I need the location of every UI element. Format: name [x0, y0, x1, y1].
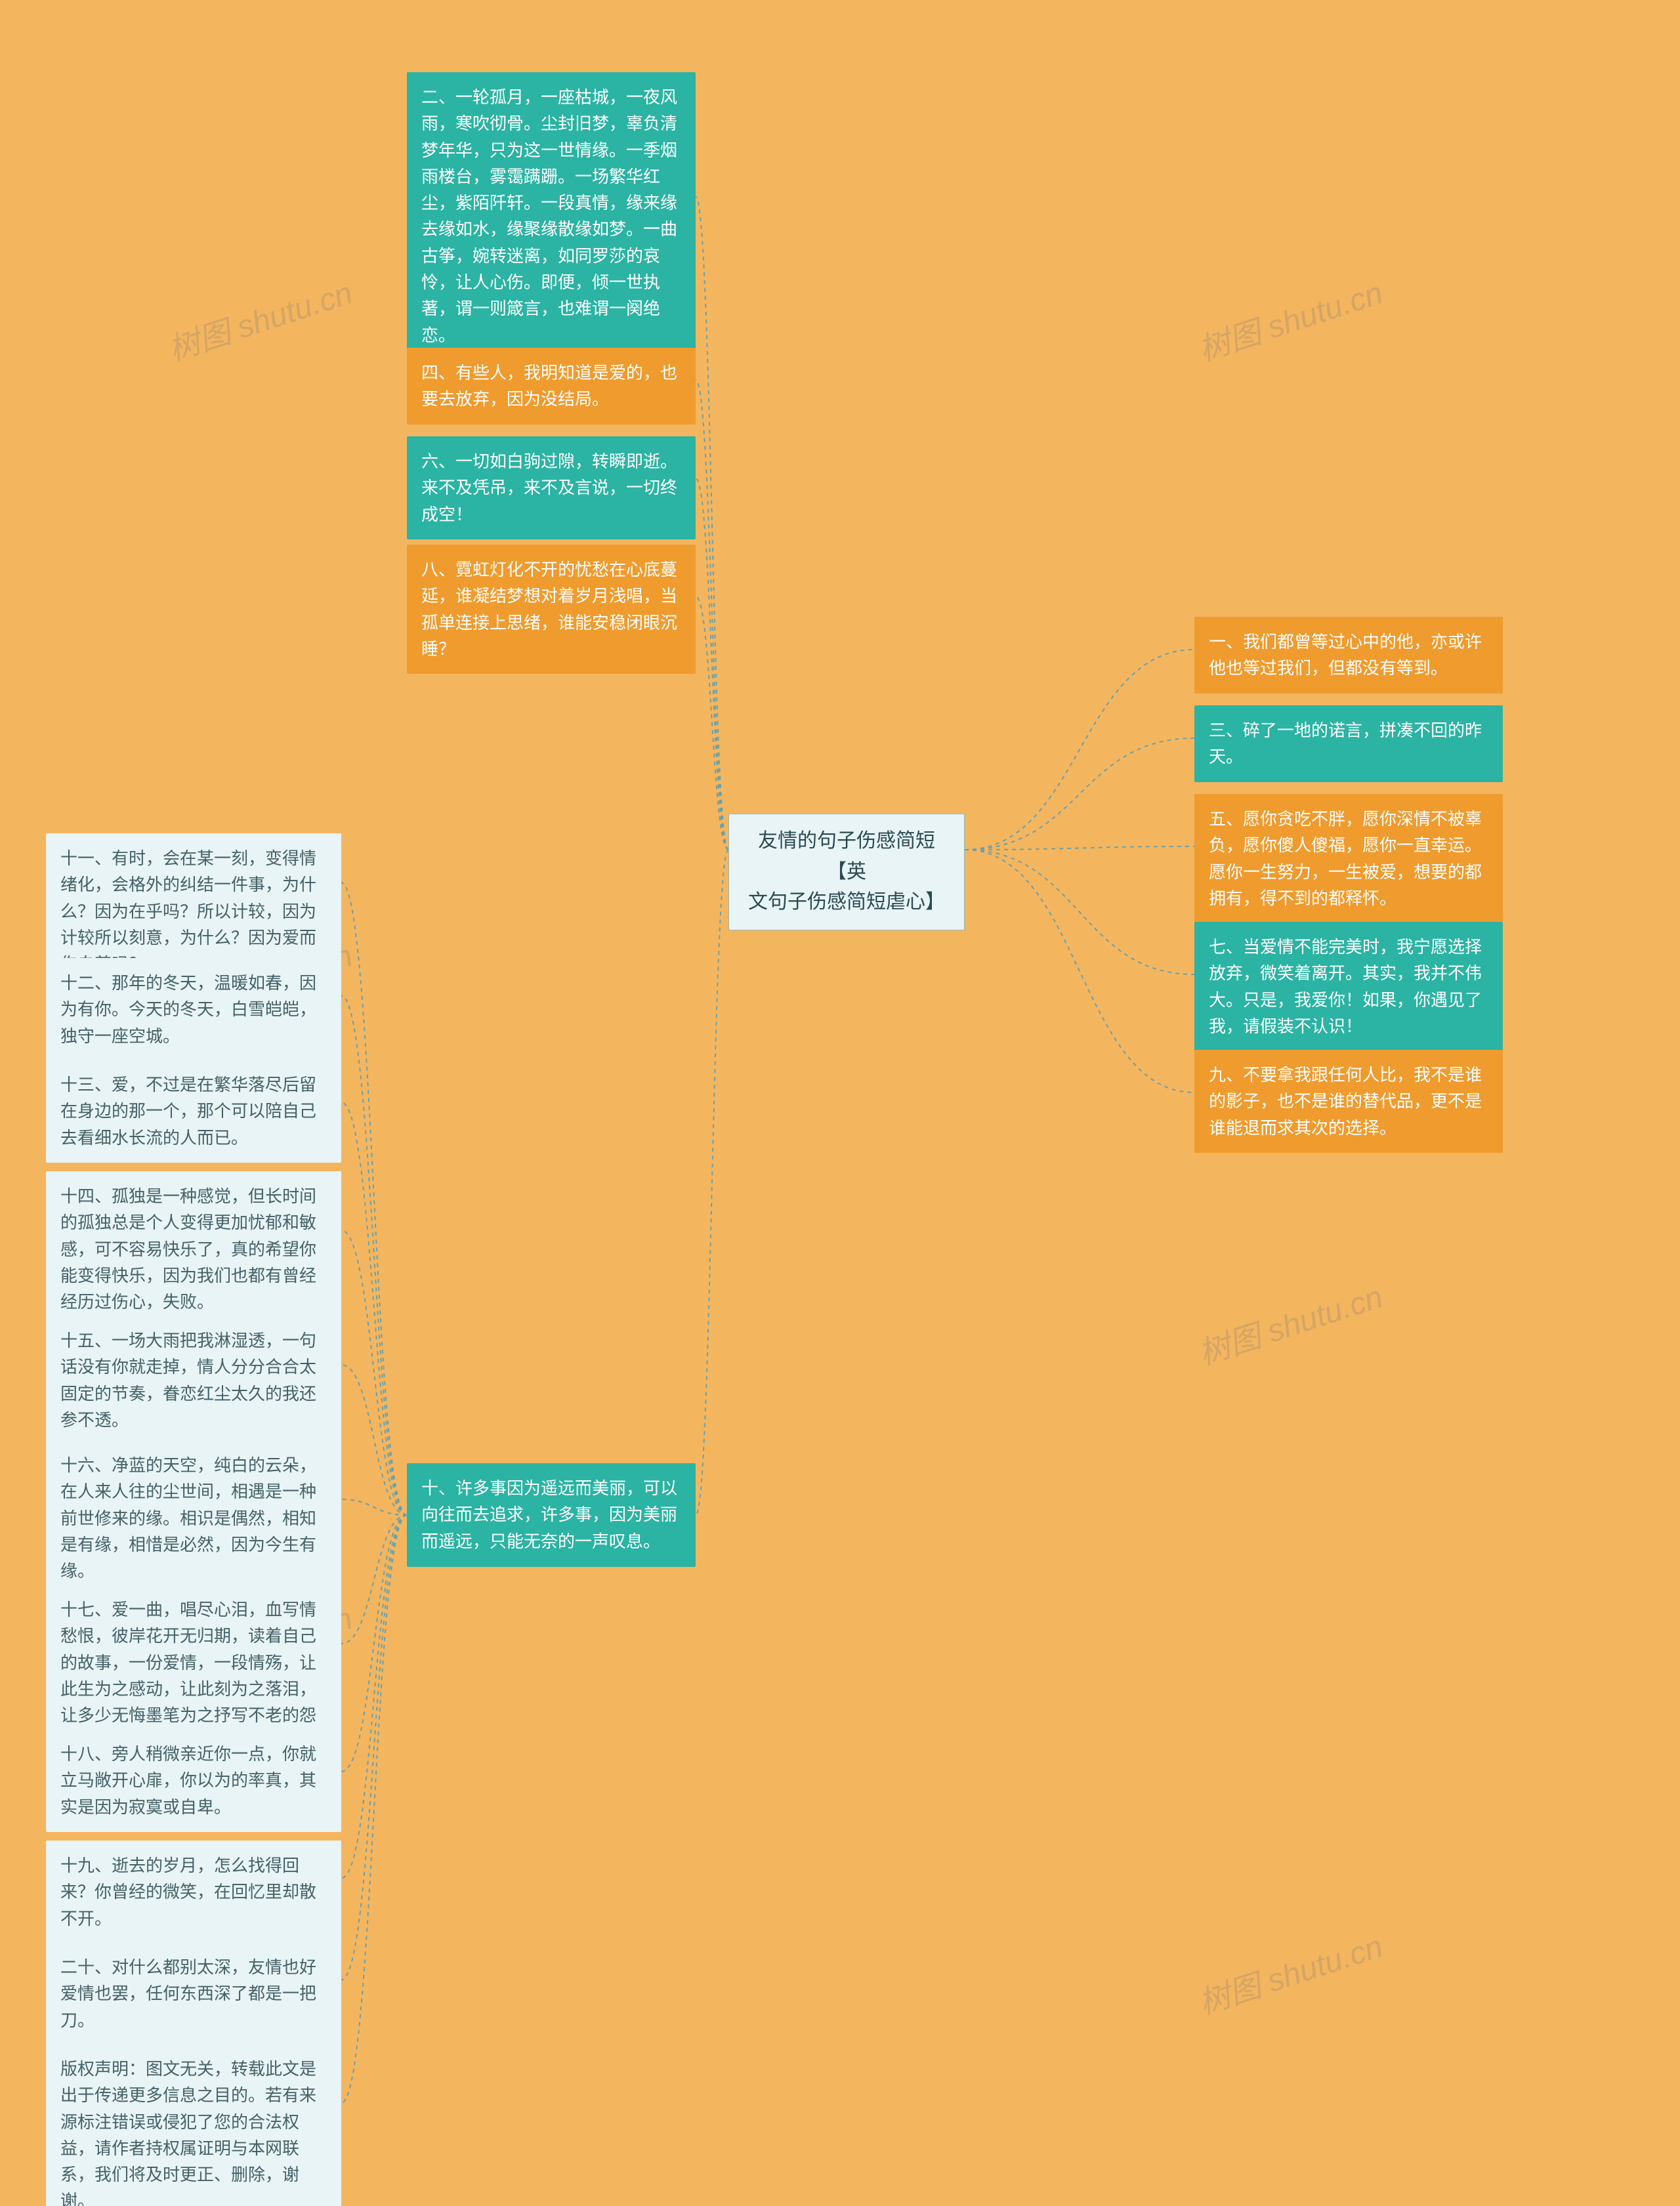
- left-lower-node-2: 十三、爱，不过是在繁华落尽后留在身边的那一个，那个可以陪自己去看细水长流的人而已…: [46, 1060, 341, 1163]
- left-lower-node-8: 十九、逝去的岁月，怎么找得回来？你曾经的微笑，在回忆里却散不开。: [46, 1841, 341, 1944]
- branch-node-10: 十、许多事因为遥远而美丽，可以向往而去追求，许多事，因为美丽而遥远，只能无奈的一…: [407, 1463, 696, 1567]
- watermark-5: 树图 shutu.cn: [1192, 1921, 1387, 2023]
- watermark-3: 树图 shutu.cn: [1192, 1271, 1387, 1373]
- canvas: 友情的句子伤感简短【英 文句子伤感简短虐心】 树图 shutu.cn 树图 shu…: [0, 0, 1680, 2206]
- watermark-1: 树图 shutu.cn: [1192, 267, 1387, 369]
- left-lower-node-9: 二十、对什么都别太深，友情也好爱情也罢，任何东西深了都是一把刀。: [46, 1942, 341, 2045]
- left-upper-node-3: 八、霓虹灯化不开的忧愁在心底蔓延，谁凝结梦想对着岁月浅唱，当孤单连接上思绪，谁能…: [407, 545, 696, 674]
- left-upper-node-0: 二、一轮孤月，一座枯城，一夜风雨，寒吹彻骨。尘封旧梦，辜负清梦年华，只为这一世情…: [407, 72, 696, 360]
- right-node-1: 三、碎了一地的诺言，拼凑不回的昨天。: [1194, 705, 1503, 782]
- center-node: 友情的句子伤感简短【英 文句子伤感简短虐心】: [728, 814, 965, 930]
- right-node-0: 一、我们都曾等过心中的他，亦或许他也等过我们，但都没有等到。: [1194, 617, 1503, 694]
- left-upper-node-1: 四、有些人，我明知道是爱的，也要去放弃，因为没结局。: [407, 348, 696, 425]
- left-lower-node-7: 十八、旁人稍微亲近你一点，你就立马敞开心扉，你以为的率真，其实是因为寂寞或自卑。: [46, 1729, 341, 1832]
- left-lower-node-4: 十五、一场大雨把我淋湿透，一句话没有你就走掉，情人分分合合太固定的节奏，眷恋红尘…: [46, 1316, 341, 1445]
- right-node-3: 七、当爱情不能完美时，我宁愿选择放弃，微笑着离开。其实，我并不伟大。只是，我爱你…: [1194, 922, 1503, 1051]
- left-upper-node-2: 六、一切如白驹过隙，转瞬即逝。来不及凭吊，来不及言说，一切终成空！: [407, 436, 696, 539]
- left-lower-node-10: 版权声明：图文无关，转载此文是出于传递更多信息之目的。若有来源标注错误或侵犯了您…: [46, 2044, 341, 2206]
- left-lower-node-1: 十二、那年的冬天，温暖如春，因为有你。今天的冬天，白雪皑皑，独守一座空城。: [46, 958, 341, 1061]
- left-lower-node-5: 十六、净蓝的天空，纯白的云朵，在人来人往的尘世间，相遇是一种前世修来的缘。相识是…: [46, 1440, 341, 1596]
- watermark-0: 树图 shutu.cn: [161, 267, 357, 369]
- right-node-2: 五、愿你贪吃不胖，愿你深情不被辜负，愿你傻人傻福，愿你一直幸运。愿你一生努力，一…: [1194, 794, 1503, 923]
- left-lower-node-3: 十四、孤独是一种感觉，但长时间的孤独总是个人变得更加忧郁和敏感，可不容易快乐了，…: [46, 1171, 341, 1327]
- right-node-4: 九、不要拿我跟任何人比，我不是谁的影子，也不是谁的替代品，更不是谁能退而求其次的…: [1194, 1050, 1503, 1153]
